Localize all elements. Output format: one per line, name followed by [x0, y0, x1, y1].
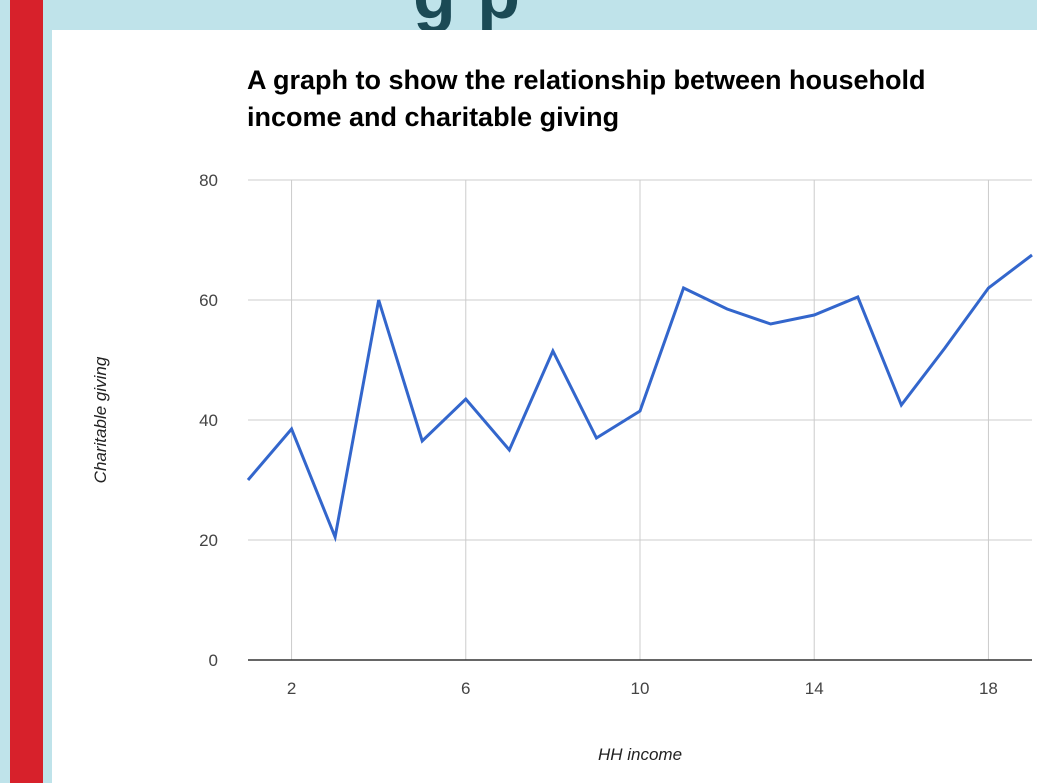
x-axis-title: HH income: [598, 745, 682, 764]
tick-labels: 0 20 40 60 80 2 6 10 14 18: [199, 171, 998, 698]
y-tick-label: 80: [199, 171, 218, 190]
y-tick-label: 40: [199, 411, 218, 430]
x-tick-label: 6: [461, 679, 470, 698]
x-tick-label: 2: [287, 679, 296, 698]
x-tick-label: 14: [805, 679, 824, 698]
y-axis-title: Charitable giving: [91, 356, 110, 483]
series-layer: [246, 253, 1033, 543]
chart-panel: [52, 30, 1037, 783]
gridlines: [248, 179, 1032, 661]
series-line: [246, 253, 1033, 543]
x-tick-label: 18: [979, 679, 998, 698]
slide-heading: g p: [413, 0, 521, 30]
slide-heading-clip: g p: [43, 0, 1037, 30]
red-accent-bar: [10, 0, 43, 783]
chart-title: A graph to show the relationship between…: [247, 65, 926, 132]
x-tick-label: 10: [631, 679, 650, 698]
y-tick-label: 20: [199, 531, 218, 550]
y-tick-label: 60: [199, 291, 218, 310]
y-tick-label: 0: [209, 651, 218, 670]
